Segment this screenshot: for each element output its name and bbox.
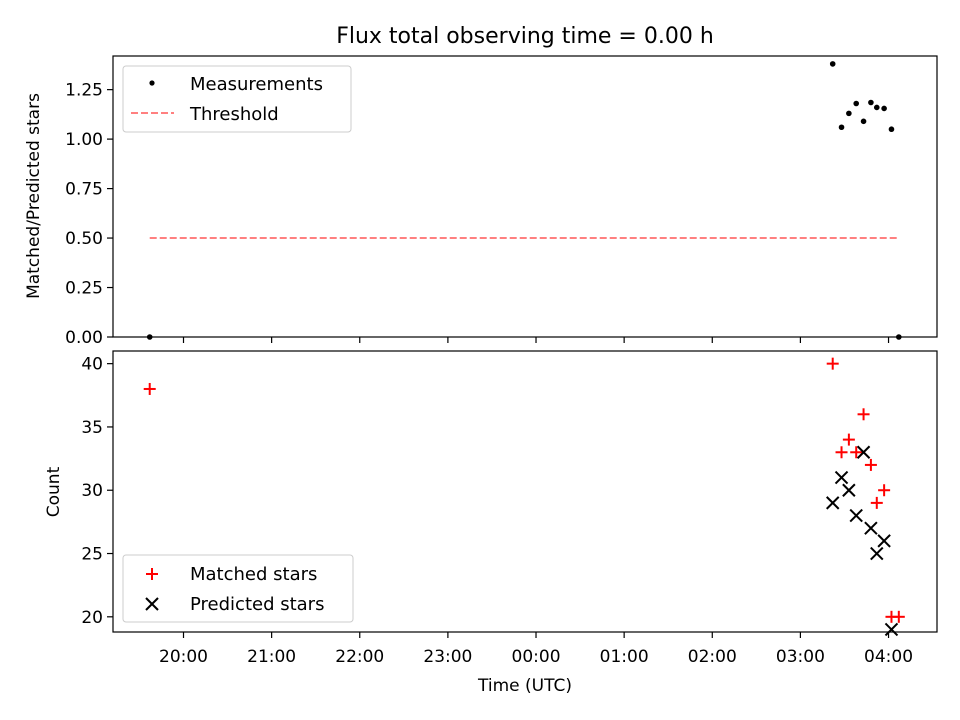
- matched-stars-point: [835, 446, 848, 459]
- y-tick-label: 25: [81, 545, 103, 565]
- y-tick-label: 35: [81, 418, 103, 438]
- legend-label-predicted-stars: Predicted stars: [190, 594, 324, 615]
- predicted-stars-point: [856, 445, 871, 459]
- bottom-legend-box: [122, 554, 354, 623]
- x-tick-label: 00:00: [512, 647, 561, 667]
- measurement-point: [853, 100, 860, 107]
- measurement-point: [881, 105, 887, 112]
- top-legend: Measurements Threshold: [122, 65, 352, 133]
- matched-stars-point: [892, 610, 905, 623]
- x-tick-label: 01:00: [600, 647, 649, 667]
- legend-x-icon: [145, 597, 159, 611]
- x-tick-label: 04:00: [864, 647, 913, 667]
- measurement-point: [838, 124, 845, 131]
- legend-dot-icon: [149, 80, 155, 86]
- top-axes-frame: [112, 55, 938, 338]
- top-y-ticks: 0.00 0.25 0.50 0.75 1.00 1.25: [65, 81, 113, 348]
- chart-title: Flux total observing time = 0.00 h: [336, 24, 714, 49]
- matched-stars-point: [842, 433, 855, 446]
- top-y-axis-label: Matched/Predicted stars: [24, 93, 44, 299]
- top-legend-box: [122, 65, 352, 133]
- y-tick-label: 40: [81, 355, 103, 375]
- legend-label-matched-stars: Matched stars: [190, 564, 317, 585]
- y-tick-label: 1.00: [65, 130, 103, 150]
- x-tick-label: 02:00: [688, 647, 737, 667]
- y-tick-label: 20: [81, 608, 103, 628]
- predicted-stars-point: [849, 508, 863, 523]
- y-tick-label: 0.75: [65, 180, 103, 200]
- matched-stars-point: [870, 496, 883, 509]
- predicted-stars-point: [826, 496, 840, 510]
- predicted-stars-point: [884, 622, 899, 637]
- predicted-stars-point: [842, 483, 856, 497]
- y-tick-label: 1.25: [65, 81, 103, 101]
- legend-plus-icon: [146, 568, 158, 580]
- matched-stars-point: [143, 382, 156, 395]
- predicted-stars-point: [864, 521, 878, 535]
- bottom-axes-frame: [112, 350, 938, 633]
- y-tick-label: 30: [81, 481, 103, 501]
- bottom-plot-area: [143, 357, 905, 637]
- top-axes: 0.00 0.25 0.50 0.75 1.00 1.25 Matched/Predict…: [24, 55, 938, 348]
- y-tick-label: 0.50: [65, 229, 103, 249]
- matched-stars-point: [864, 458, 877, 471]
- y-tick-label: 0.00: [65, 328, 103, 348]
- matched-stars-point: [857, 408, 870, 421]
- measurement-point: [829, 61, 836, 67]
- matched-stars-point: [878, 484, 891, 497]
- y-tick-label: 0.25: [65, 279, 103, 299]
- top-x-ticks: [182, 337, 890, 343]
- measurement-point: [868, 99, 874, 106]
- measurement-point: [888, 126, 895, 133]
- bottom-y-axis-label: Count: [44, 466, 64, 517]
- predicted-stars-point: [877, 534, 891, 548]
- x-tick-label: 21:00: [247, 647, 296, 667]
- x-tick-label: 23:00: [423, 647, 472, 667]
- x-tick-label: 20:00: [159, 647, 208, 667]
- top-plot-area: [146, 61, 902, 340]
- measurement-point: [860, 118, 867, 125]
- legend-label-measurements: Measurements: [190, 74, 323, 95]
- bottom-y-ticks: 20 25 30 35 40: [81, 355, 113, 628]
- bottom-x-ticks: 20:00 21:00 22:00 23:00 00:00 01:00 02:00 03:00…: [159, 632, 913, 667]
- legend-label-threshold: Threshold: [189, 104, 279, 125]
- bottom-legend: Matched stars Predicted stars: [122, 554, 354, 623]
- matched-stars-point: [850, 446, 863, 459]
- measurement-point: [873, 104, 880, 111]
- predicted-stars-point: [834, 470, 849, 485]
- x-axis-label: Time (UTC): [477, 676, 572, 696]
- bottom-axes: 20 25 30 35 40 20:00 21:00 22:00 23:00 00:00 01:0…: [44, 350, 938, 696]
- x-tick-label: 22:00: [335, 647, 384, 667]
- matched-stars-point: [826, 357, 839, 370]
- x-tick-label: 03:00: [776, 647, 825, 667]
- predicted-stars-point: [870, 546, 884, 561]
- measurement-point: [846, 110, 852, 117]
